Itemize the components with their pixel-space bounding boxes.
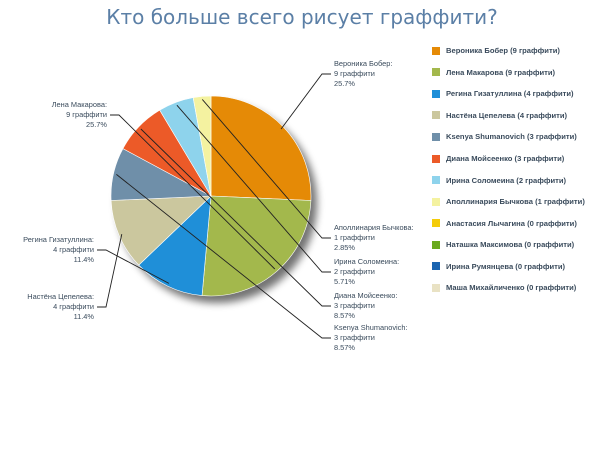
legend-swatch <box>432 283 440 292</box>
legend-item[interactable]: Ирина Соломеина (2 граффити) <box>432 169 585 191</box>
legend-item[interactable]: Аполлинария Бычкова (1 граффити) <box>432 191 585 213</box>
legend-swatch <box>432 219 440 228</box>
callout-line-3 <box>97 234 123 308</box>
data-label: Ирина Соломеина: <box>334 257 399 266</box>
data-label: Аполлинария Бычкова: <box>334 223 414 232</box>
legend-item[interactable]: Анастасия Лычагина (0 граффити) <box>432 212 585 234</box>
callout-line-0 <box>280 73 331 130</box>
legend-label: Диана Мойсеенко (3 граффити) <box>446 154 565 163</box>
chart-title: Кто больше всего рисует граффити? <box>106 5 498 29</box>
data-label: 4 граффити <box>53 245 94 254</box>
pie-slice-0[interactable] <box>210 95 312 201</box>
legend-swatch <box>432 46 440 55</box>
legend-label: Вероника Бобер (9 граффити) <box>446 46 560 56</box>
data-label: 2 граффити <box>334 267 375 276</box>
legend-swatch <box>432 68 440 77</box>
legend-swatch <box>432 132 440 141</box>
callout-line-5 <box>140 128 331 307</box>
data-label: 9 граффити <box>334 69 375 78</box>
data-label: Регина Гизатуллина: <box>23 235 94 244</box>
pie-slice-7[interactable] <box>192 95 212 197</box>
pie-slice-2[interactable] <box>138 195 212 296</box>
legend-label: Маша Михайличенко (0 граффити) <box>446 283 577 293</box>
legend-label: Аполлинария Бычкова (1 граффити) <box>446 197 585 207</box>
data-label: 5.71% <box>334 277 355 286</box>
legend-swatch <box>432 240 440 249</box>
data-label: Лена Макарова: <box>52 100 107 109</box>
legend-swatch <box>432 111 440 120</box>
data-label: 9 граффити <box>66 110 107 119</box>
legend-item[interactable]: Маша Михайличенко (0 граффити) <box>432 277 585 299</box>
pie-slice-1[interactable] <box>201 195 312 297</box>
legend-swatch <box>432 154 440 163</box>
legend-item[interactable]: Вероника Бобер (9 граффити) <box>432 40 585 62</box>
data-label: 3 граффити <box>334 333 375 342</box>
pie-slice-3[interactable] <box>110 195 212 266</box>
callout-line-7 <box>201 99 331 239</box>
legend-swatch <box>432 176 440 185</box>
data-label: Диана Мойсеенко: <box>334 291 397 300</box>
data-label: 11.4% <box>74 255 95 264</box>
legend-item[interactable]: Регина Гизатуллина (4 граффити) <box>432 83 585 105</box>
callout-line-4 <box>116 174 331 339</box>
legend-label: Ksenya Shumanovich (3 граффити) <box>446 132 577 142</box>
data-label: Вероника Бобер: <box>334 59 392 68</box>
legend-label: Ирина Соломеина (2 граффити) <box>446 175 567 185</box>
legend-label: Настёна Цепелева (4 граффити) <box>446 110 568 120</box>
data-label: 8.57% <box>334 343 355 352</box>
legend-label: Лена Макарова (9 граффити) <box>446 67 556 77</box>
legend-item[interactable]: Диана Мойсеенко (3 граффити) <box>432 148 585 170</box>
data-label: 8.57% <box>334 311 355 320</box>
data-label: 3 граффити <box>334 301 375 310</box>
data-label: Ksenya Shumanovich: <box>334 323 408 332</box>
callout-line-2 <box>97 249 170 284</box>
legend-item[interactable]: Ирина Румянцева (0 граффити) <box>432 255 585 277</box>
data-label: 25.7% <box>334 79 355 88</box>
chart-legend: Вероника Бобер (9 граффити) Лена Макарова… <box>432 40 585 299</box>
legend-item[interactable]: Наташка Максимова (0 граффити) <box>432 234 585 256</box>
legend-swatch <box>432 262 440 271</box>
data-label: 2.85% <box>334 243 355 252</box>
legend-label: Анастасия Лычагина (0 граффити) <box>446 218 577 228</box>
legend-item[interactable]: Лена Макарова (9 граффити) <box>432 62 585 84</box>
data-label: 25.7% <box>86 120 107 129</box>
legend-item[interactable]: Ksenya Shumanovich (3 граффити) <box>432 126 585 148</box>
callout-line-1 <box>110 114 276 270</box>
legend-label: Регина Гизатуллина (4 граффити) <box>446 89 574 99</box>
legend-label: Наташка Максимова (0 граффити) <box>446 240 575 250</box>
callout-line-6 <box>176 104 331 273</box>
data-label: 11.4% <box>74 312 95 321</box>
data-label: 4 граффити <box>53 302 94 311</box>
data-label: Настёна Цепелева: <box>27 292 94 301</box>
data-label: 1 граффити <box>334 233 375 242</box>
legend-swatch <box>432 197 440 206</box>
legend-swatch <box>432 89 440 98</box>
legend-label: Ирина Румянцева (0 граффити) <box>446 261 566 271</box>
legend-item[interactable]: Настёна Цепелева (4 граффити) <box>432 105 585 127</box>
